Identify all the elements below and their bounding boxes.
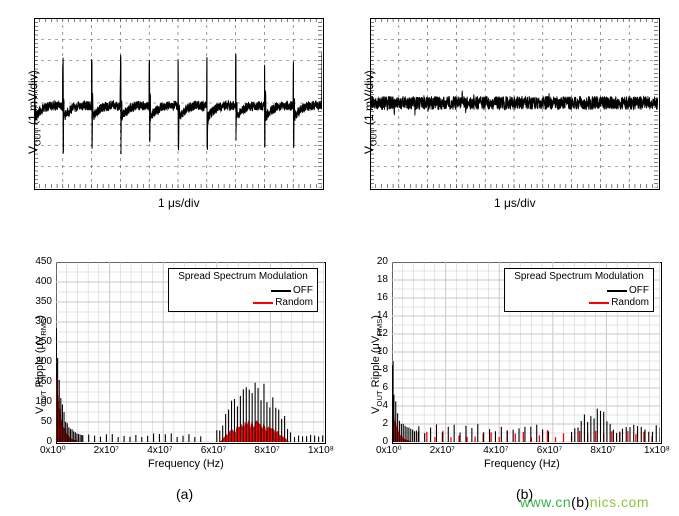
legend-br: Spread Spectrum Modulation OFF Random [504, 268, 654, 312]
legend-title-br: Spread Spectrum Modulation [509, 271, 649, 283]
ytick: 50 [28, 416, 52, 427]
xlabel-br: Frequency (Hz) [484, 458, 560, 470]
xtick: 6x10⁷ [537, 445, 562, 456]
panel-top-left [34, 18, 322, 188]
ytick: 14 [364, 310, 388, 321]
scope-tr-svg [370, 18, 658, 188]
xtick: 8x10⁷ [590, 445, 615, 456]
ytick: 450 [28, 256, 52, 267]
ytick: 250 [28, 336, 52, 347]
legend-label-off-br: OFF [629, 285, 649, 297]
ytick: 8 [364, 364, 388, 375]
xlabel-tl: 1 μs/div [158, 196, 200, 210]
watermark-part3: nics.com [590, 494, 649, 510]
ytick: 12 [364, 328, 388, 339]
ytick: 350 [28, 296, 52, 307]
ylabel-tl: VOUT (1 mV/div) [26, 70, 42, 154]
figure-root: VOUT (1 mV/div) 1 μs/div VOUT (1 mV/div)… [0, 0, 679, 516]
panel-top-right [370, 18, 658, 188]
xtick: 4x10⁷ [147, 445, 172, 456]
ytick: 200 [28, 356, 52, 367]
xtick: 6x10⁷ [201, 445, 226, 456]
ylabel-tr: VOUT (1 mV/div) [362, 70, 378, 154]
watermark-part1: www.cn [520, 494, 571, 510]
legend-row-random-br: Random [509, 297, 649, 309]
panel-bot-right: Spread Spectrum Modulation OFF Random [392, 262, 660, 442]
ytick: 300 [28, 316, 52, 327]
ytick: 4 [364, 400, 388, 411]
ytick: 2 [364, 418, 388, 429]
panel-bot-left: Spread Spectrum Modulation OFF Random [56, 262, 324, 442]
ytick: 16 [364, 292, 388, 303]
scope-tl-svg [34, 18, 322, 188]
ytick: 150 [28, 376, 52, 387]
legend-label-random-br: Random [611, 297, 649, 309]
legend-title-bl: Spread Spectrum Modulation [173, 271, 313, 283]
legend-row-random-bl: Random [173, 297, 313, 309]
xtick: 4x10⁷ [483, 445, 508, 456]
xtick: 8x10⁷ [254, 445, 279, 456]
ytick: 100 [28, 396, 52, 407]
ytick: 18 [364, 274, 388, 285]
legend-row-off-br: OFF [509, 285, 649, 297]
xtick: 0x10⁰ [376, 445, 402, 456]
ytick: 400 [28, 276, 52, 287]
ytick: 10 [364, 346, 388, 357]
legend-row-off-bl: OFF [173, 285, 313, 297]
caption-a: (a) [176, 486, 193, 502]
watermark-over: (b) [571, 494, 590, 510]
legend-label-random: Random [275, 297, 313, 309]
xtick: 0x10⁰ [40, 445, 66, 456]
xtick: 1x10⁸ [644, 445, 670, 456]
legend-label-off: OFF [293, 285, 313, 297]
xlabel-tr: 1 μs/div [494, 196, 536, 210]
xlabel-bl: Frequency (Hz) [148, 458, 224, 470]
xtick: 2x10⁷ [94, 445, 119, 456]
xtick: 2x10⁷ [430, 445, 455, 456]
legend-bl: Spread Spectrum Modulation OFF Random [168, 268, 318, 312]
ytick: 20 [364, 256, 388, 267]
ytick: 6 [364, 382, 388, 393]
watermark: www.cn(b)nics.com [520, 494, 649, 510]
xtick: 1x10⁸ [308, 445, 334, 456]
